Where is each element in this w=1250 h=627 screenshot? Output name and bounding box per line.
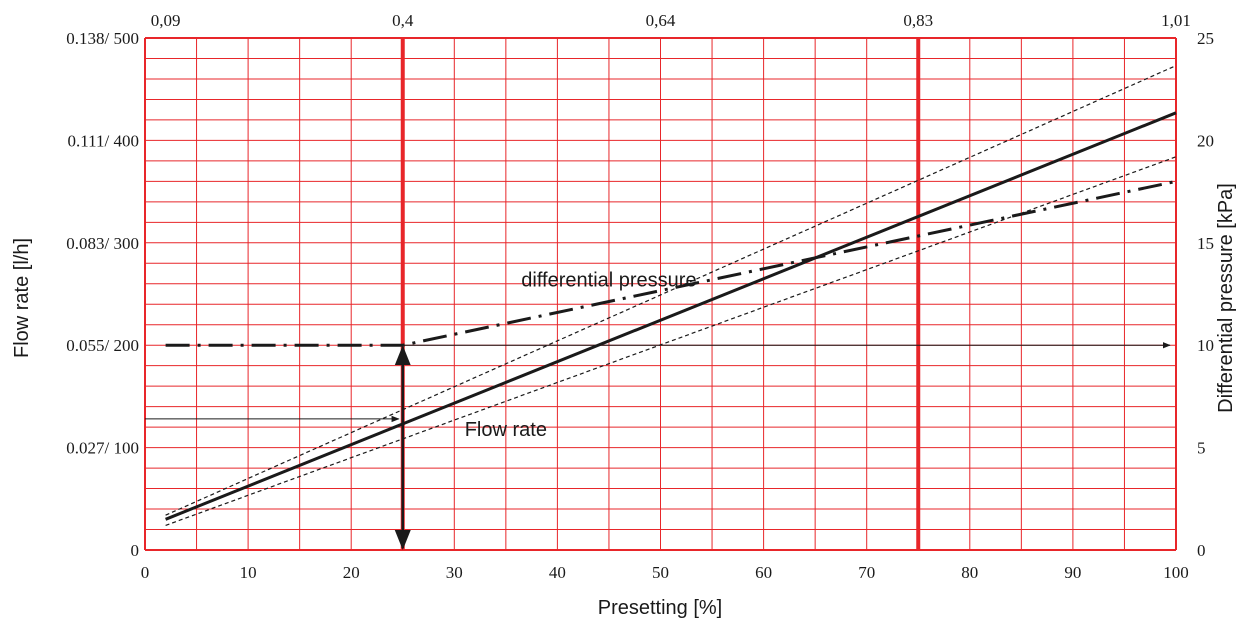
left-tick-label: 0 [131,541,140,560]
x-tick-label: 70 [858,563,875,582]
top-tick-label: 1,01 [1161,11,1191,30]
series-line-dashed [165,156,1177,526]
annotation-label: Flow rate [465,419,547,441]
series-line-solid [165,111,1177,521]
annotation-label: differential pressure [521,270,696,292]
top-tick-label: 0,83 [903,11,933,30]
right-tick-label: 15 [1197,234,1214,253]
x-tick-label: 90 [1064,563,1081,582]
left-tick-label: 0.083/ 300 [66,234,139,253]
x-tick-label: 0 [141,563,150,582]
x-tick-label: 60 [755,563,772,582]
x-tick-label: 20 [343,563,360,582]
x-tick-label: 40 [549,563,566,582]
right-tick-label: 10 [1197,336,1214,355]
series-layer [145,65,1177,550]
top-tick-label: 0,64 [646,11,676,30]
left-axis-title: Flow rate [l/h] [11,238,33,358]
right-axis-title: Differential pressure [kPa] [1215,183,1237,413]
x-tick-label: 100 [1163,563,1189,582]
left-tick-label: 0.111/ 400 [68,131,139,150]
top-tick-label: 0,09 [151,11,181,30]
x-tick-label: 50 [652,563,669,582]
left-tick-label: 0.138/ 500 [66,29,139,48]
x-tick-label: 10 [240,563,257,582]
right-tick-label: 5 [1197,439,1206,458]
series-line-dashed [165,65,1177,516]
x-tick-label: 80 [961,563,978,582]
left-tick-label: 0.027/ 100 [66,439,139,458]
x-axis-title: Presetting [%] [598,597,723,619]
annotations: differential pressure Flow rate [465,270,697,442]
series-line-dashdot [165,179,1177,347]
right-tick-label: 25 [1197,29,1214,48]
right-tick-label: 0 [1197,541,1206,560]
top-tick-label: 0,4 [392,11,414,30]
right-tick-label: 20 [1197,131,1214,150]
left-tick-label: 0.055/ 200 [66,336,139,355]
x-tick-label: 30 [446,563,463,582]
grid [144,37,1177,551]
